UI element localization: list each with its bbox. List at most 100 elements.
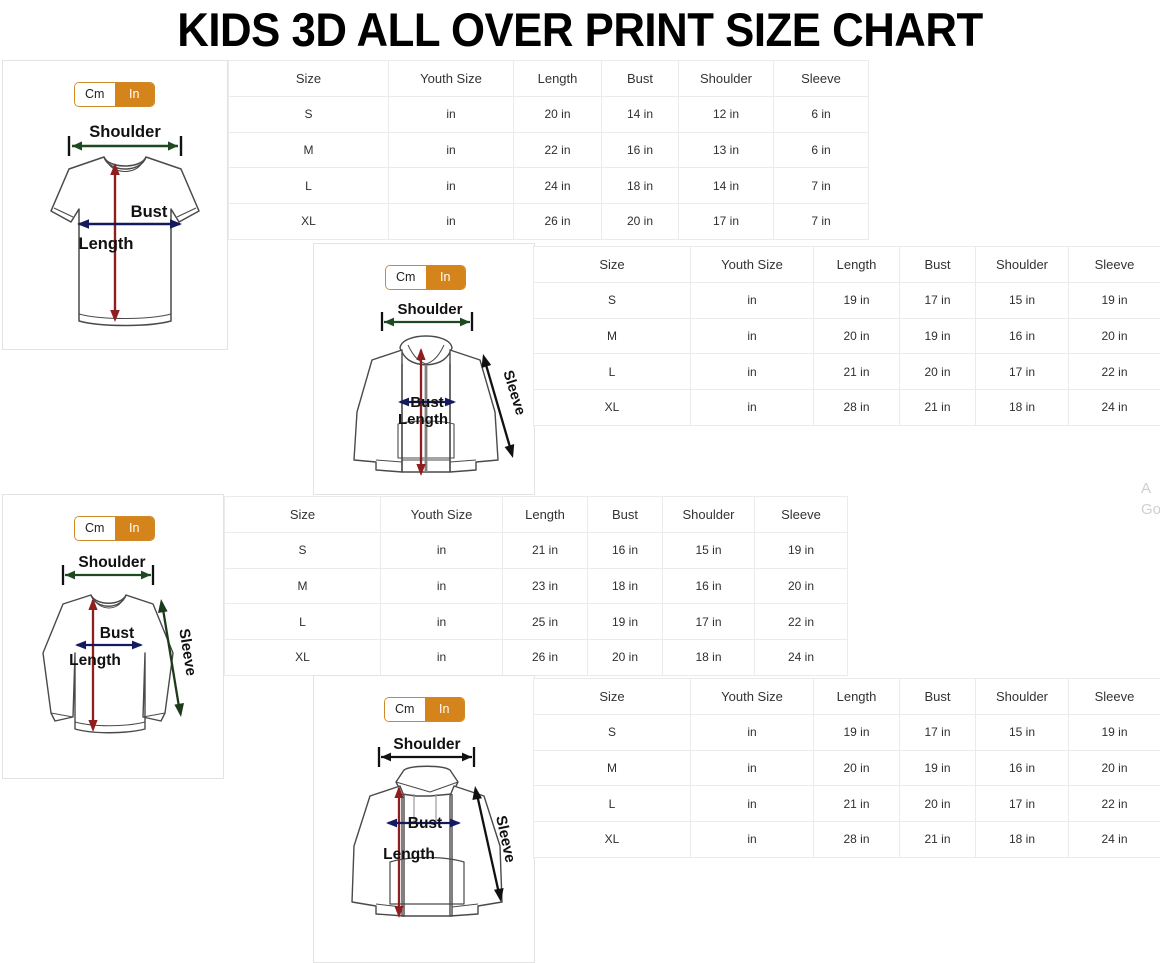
svg-text:Shoulder: Shoulder <box>393 736 460 753</box>
unit-toggle-in[interactable]: In <box>114 83 154 106</box>
col-header-bust: Bust <box>587 496 663 533</box>
cell-sleeve: 20 in <box>1068 317 1160 355</box>
table-row: XL in 28 in 21 in 18 in 24 in <box>533 389 1160 426</box>
cell-bust: 18 in <box>601 167 679 205</box>
garment-panel-pullover-hoodie: Cm In <box>313 675 535 963</box>
cell-shoulder: 16 in <box>975 317 1069 355</box>
cell-sleeve: 7 in <box>773 203 869 240</box>
unit-toggle-in[interactable]: In <box>425 266 465 289</box>
svg-text:Bust: Bust <box>100 625 134 642</box>
col-header-shoulder: Shoulder <box>662 496 755 533</box>
table-row: M in 20 in 19 in 16 in 20 in <box>533 749 1160 787</box>
table-row: M in 22 in 16 in 13 in 6 in <box>228 131 869 169</box>
cell-youth: in <box>380 639 503 676</box>
cell-shoulder: 18 in <box>662 639 755 676</box>
cell-shoulder: 18 in <box>975 389 1069 426</box>
table-row: L in 21 in 20 in 17 in 22 in <box>533 353 1160 391</box>
cell-sleeve: 6 in <box>773 131 869 169</box>
table-row: S in 20 in 14 in 12 in 6 in <box>228 96 869 133</box>
cell-length: 20 in <box>813 749 900 787</box>
unit-toggle-zip-hoodie[interactable]: Cm In <box>385 265 466 290</box>
col-header-youth-size: Youth Size <box>690 678 814 715</box>
cell-sleeve: 22 in <box>1068 785 1160 823</box>
col-header-size: Size <box>224 496 381 533</box>
unit-toggle-pullover-hoodie[interactable]: Cm In <box>384 697 465 722</box>
unit-toggle-tshirt[interactable]: Cm In <box>74 82 155 107</box>
cell-youth: in <box>690 317 814 355</box>
col-header-length: Length <box>513 60 602 97</box>
unit-toggle-cm[interactable]: Cm <box>385 698 425 721</box>
cell-sleeve: 19 in <box>1068 714 1160 751</box>
cell-youth: in <box>690 282 814 319</box>
unit-toggle-in[interactable]: In <box>424 698 464 721</box>
cell-youth: in <box>380 532 503 569</box>
svg-text:Bust: Bust <box>410 394 443 411</box>
col-header-shoulder: Shoulder <box>975 246 1069 283</box>
edge-watermark-text: A Go <box>1141 480 1160 518</box>
col-header-bust: Bust <box>899 246 976 283</box>
cell-youth: in <box>690 749 814 787</box>
col-header-sleeve: Sleeve <box>754 496 848 533</box>
cell-bust: 19 in <box>587 603 663 641</box>
pullover-hoodie-diagram: Shoulder Bust Length Sleeve <box>324 734 529 949</box>
cell-bust: 14 in <box>601 96 679 133</box>
col-header-length: Length <box>813 678 900 715</box>
table-row: M in 20 in 19 in 16 in 20 in <box>533 317 1160 355</box>
cell-length: 28 in <box>813 389 900 426</box>
cell-shoulder: 13 in <box>678 131 774 169</box>
cell-size: L <box>533 353 691 391</box>
table-row: XL in 26 in 20 in 17 in 7 in <box>228 203 869 240</box>
col-header-bust: Bust <box>601 60 679 97</box>
cell-length: 23 in <box>502 567 588 605</box>
col-header-shoulder: Shoulder <box>678 60 774 97</box>
cell-shoulder: 18 in <box>975 821 1069 858</box>
unit-toggle-cm[interactable]: Cm <box>386 266 426 289</box>
cell-size: S <box>228 96 389 133</box>
svg-text:Bust: Bust <box>408 815 442 832</box>
unit-toggle-long-sleeve[interactable]: Cm In <box>74 516 155 541</box>
svg-text:Sleeve: Sleeve <box>175 627 199 677</box>
cell-sleeve: 7 in <box>773 167 869 205</box>
svg-text:Shoulder: Shoulder <box>89 123 161 141</box>
unit-toggle-cm[interactable]: Cm <box>75 83 115 106</box>
table-row: M in 23 in 18 in 16 in 20 in <box>224 567 848 605</box>
page-title: KIDS 3D ALL OVER PRINT SIZE CHART <box>177 3 983 56</box>
cell-size: M <box>224 567 381 605</box>
unit-toggle-in[interactable]: In <box>114 517 154 540</box>
cell-youth: in <box>380 567 503 605</box>
svg-text:Length: Length <box>398 411 448 428</box>
table-header-row: Size Youth Size Length Bust Shoulder Sle… <box>228 60 869 97</box>
tshirt-diagram: Shoulder Bust Length <box>21 123 213 338</box>
cell-bust: 19 in <box>899 749 976 787</box>
col-header-youth-size: Youth Size <box>380 496 503 533</box>
cell-length: 24 in <box>513 167 602 205</box>
table-row: XL in 26 in 20 in 18 in 24 in <box>224 639 848 676</box>
cell-size: S <box>224 532 381 569</box>
cell-length: 22 in <box>513 131 602 169</box>
cell-size: M <box>228 131 389 169</box>
table-row: L in 21 in 20 in 17 in 22 in <box>533 785 1160 823</box>
size-table-pullover-hoodie: Size Youth Size Length Bust Shoulder Sle… <box>533 678 1160 858</box>
cell-youth: in <box>380 603 503 641</box>
cell-sleeve: 19 in <box>1068 282 1160 319</box>
size-table-tshirt: Size Youth Size Length Bust Shoulder Sle… <box>228 60 869 240</box>
unit-toggle-cm[interactable]: Cm <box>75 517 115 540</box>
svg-text:Length: Length <box>79 235 134 253</box>
garment-panel-long-sleeve: Cm In <box>2 494 224 779</box>
table-header-row: Size Youth Size Length Bust Shoulder Sle… <box>533 678 1160 715</box>
cell-youth: in <box>690 389 814 426</box>
table-header-row: Size Youth Size Length Bust Shoulder Sle… <box>224 496 848 533</box>
col-header-shoulder: Shoulder <box>975 678 1069 715</box>
col-header-sleeve: Sleeve <box>1068 678 1160 715</box>
cell-bust: 16 in <box>601 131 679 169</box>
table-header-row: Size Youth Size Length Bust Shoulder Sle… <box>533 246 1160 283</box>
svg-text:Length: Length <box>69 652 121 669</box>
col-header-size: Size <box>533 678 691 715</box>
svg-text:Shoulder: Shoulder <box>78 554 145 571</box>
cell-length: 28 in <box>813 821 900 858</box>
cell-bust: 20 in <box>587 639 663 676</box>
cell-youth: in <box>690 353 814 391</box>
long-sleeve-diagram: Shoulder Bust Length Sleeve <box>13 553 218 763</box>
cell-size: S <box>533 714 691 751</box>
cell-sleeve: 24 in <box>754 639 848 676</box>
